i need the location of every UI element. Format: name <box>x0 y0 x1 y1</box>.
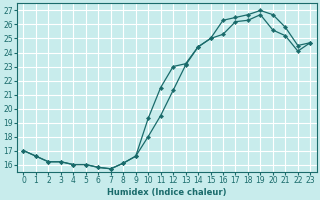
X-axis label: Humidex (Indice chaleur): Humidex (Indice chaleur) <box>107 188 227 197</box>
